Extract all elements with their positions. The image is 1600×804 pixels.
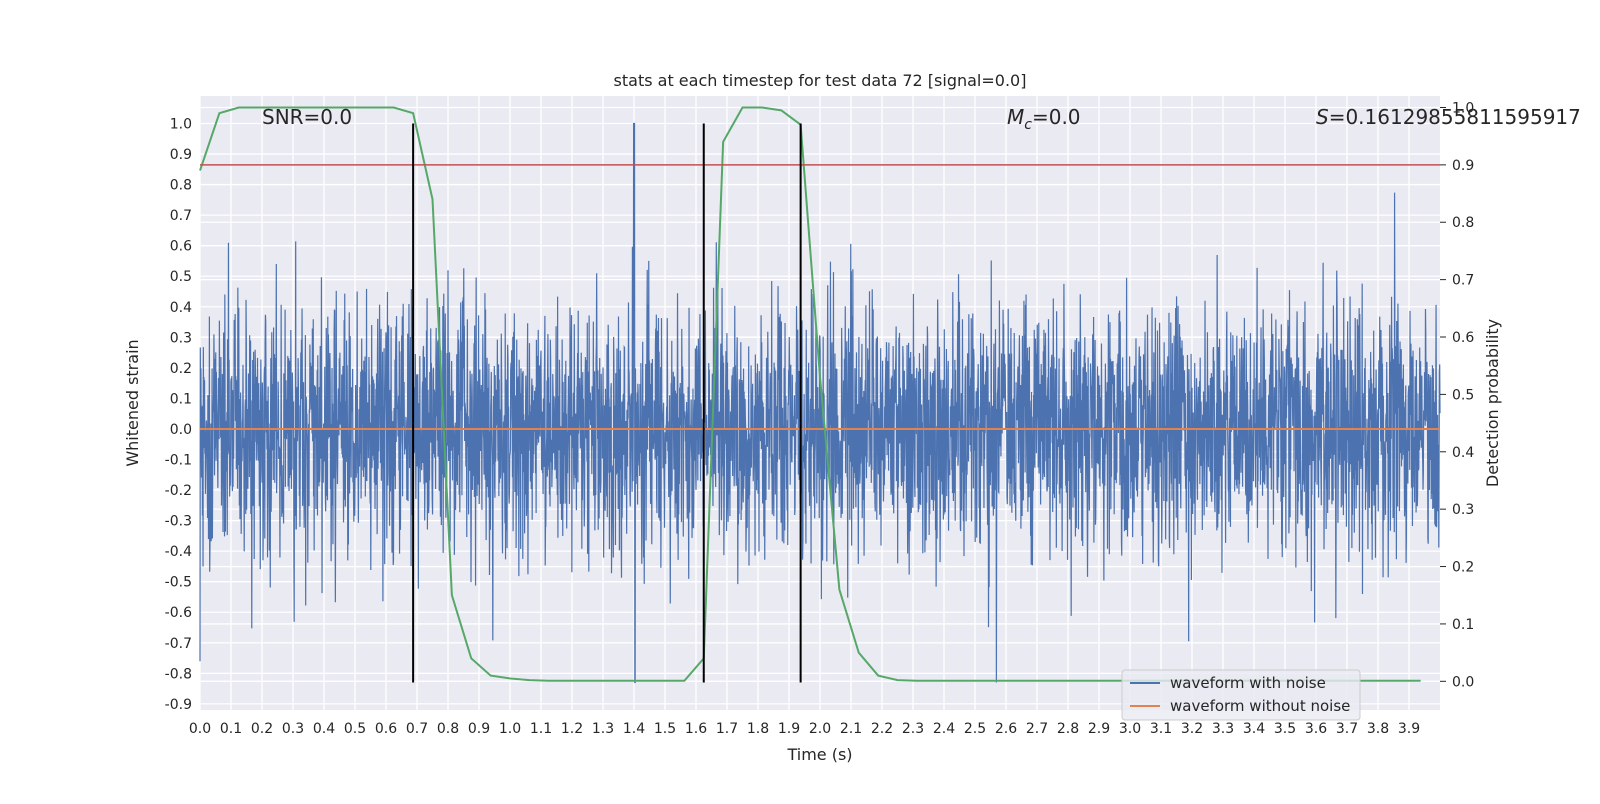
waveform-with-noise-line <box>199 122 1441 684</box>
x-tick-label: 0.4 <box>313 721 335 737</box>
x-tick-label: 3.7 <box>1336 721 1358 737</box>
annotation-chirp-mass: Mc=0.0 <box>1007 105 1081 133</box>
y-right-tick-label: 0.4 <box>1452 445 1474 461</box>
y-axis-left-ticks: -0.9 -0.8 -0.7 -0.6 -0.5 -0.4 -0.3 -0.2 -0.1 0.0 0… <box>165 116 192 712</box>
y-left-tick-label: 0.3 <box>170 330 192 346</box>
y-right-tick-label: 0.1 <box>1452 617 1474 633</box>
x-tick-label: 1.9 <box>778 721 800 737</box>
annotation-mc-value: =0.0 <box>1032 105 1081 129</box>
x-tick-label: 0.8 <box>437 721 459 737</box>
x-tick-label: 3.3 <box>1212 721 1234 737</box>
y-left-tick-label: -0.3 <box>165 514 192 530</box>
y-left-tick-label: 0.7 <box>170 208 192 224</box>
y-axis-left-label: Whitened strain <box>123 339 142 466</box>
x-tick-label: 3.5 <box>1274 721 1296 737</box>
y-right-tick-label: 0.9 <box>1452 158 1474 174</box>
y-left-tick-label: -0.7 <box>165 636 192 652</box>
x-tick-label: 2.7 <box>1026 721 1048 737</box>
y-left-tick-label: 0.1 <box>170 391 192 407</box>
annotation-score: S=0.16129855811595917 <box>1316 105 1581 129</box>
x-tick-label: 3.4 <box>1243 721 1265 737</box>
x-tick-label: 1.3 <box>592 721 614 737</box>
x-tick-label: 0.7 <box>406 721 428 737</box>
x-axis-ticks: 0.0 0.1 0.2 0.3 0.4 0.5 0.6 0.7 0.8 0.9 1.0 1.1 1.2 1… <box>189 721 1420 737</box>
y-left-tick-label: 0.9 <box>170 147 192 163</box>
x-axis-label: Time (s) <box>786 745 852 764</box>
y-right-tick-label: 0.2 <box>1452 560 1474 576</box>
y-left-tick-label: -0.9 <box>165 697 192 713</box>
x-tick-label: 0.0 <box>189 721 211 737</box>
x-tick-label: 1.8 <box>747 721 769 737</box>
x-tick-label: 0.5 <box>344 721 366 737</box>
x-tick-label: 0.6 <box>375 721 397 737</box>
x-tick-label: 0.1 <box>220 721 242 737</box>
legend-box <box>1121 669 1361 721</box>
y-right-tick-label: 0.3 <box>1452 502 1474 518</box>
annotation-snr: SNR=0.0 <box>262 105 352 129</box>
y-left-tick-label: -0.6 <box>165 605 192 621</box>
x-tick-label: 1.1 <box>530 721 552 737</box>
x-tick-label: 2.2 <box>871 721 893 737</box>
y-right-tick-label: 0.6 <box>1452 330 1474 346</box>
y-right-tick-label: 0.8 <box>1452 215 1474 231</box>
y-left-tick-label: -0.8 <box>165 666 192 682</box>
x-tick-label: 3.9 <box>1398 721 1420 737</box>
x-tick-label: 0.9 <box>468 721 490 737</box>
x-tick-label: 0.3 <box>282 721 304 737</box>
x-tick-label: 3.2 <box>1181 721 1203 737</box>
x-tick-label: 1.5 <box>654 721 676 737</box>
x-tick-label: 1.7 <box>716 721 738 737</box>
y-left-tick-label: 0.4 <box>170 300 192 316</box>
x-tick-label: 1.2 <box>561 721 583 737</box>
y-left-tick-label: 0.5 <box>170 269 192 285</box>
x-tick-label: 2.8 <box>1057 721 1079 737</box>
annotation-mc-subscript: c <box>1024 117 1032 133</box>
vertical-marker-lines <box>412 123 802 683</box>
x-tick-label: 2.0 <box>809 721 831 737</box>
x-tick-label: 2.9 <box>1088 721 1110 737</box>
y-left-tick-label: -0.2 <box>165 483 192 499</box>
x-tick-label: 3.0 <box>1119 721 1141 737</box>
x-tick-label: 1.0 <box>499 721 521 737</box>
legend-label-waveform-with-noise: waveform with noise <box>1170 674 1326 692</box>
y-left-tick-label: -0.5 <box>165 575 192 591</box>
x-tick-label: 2.4 <box>933 721 955 737</box>
x-tick-label: 3.6 <box>1305 721 1327 737</box>
y-left-tick-label: 0.0 <box>170 422 192 438</box>
x-tick-label: 2.3 <box>902 721 924 737</box>
x-tick-label: 2.6 <box>995 721 1017 737</box>
annotation-mc-symbol: M <box>1007 105 1024 129</box>
annotation-s-value: =0.16129855811595917 <box>1329 105 1581 129</box>
y-right-tick-label: 0.5 <box>1452 387 1474 403</box>
x-tick-label: 3.1 <box>1150 721 1172 737</box>
y-left-tick-label: -0.4 <box>165 544 192 560</box>
chart-title: stats at each timestep for test data 72 … <box>614 71 1027 90</box>
y-left-tick-label: 0.6 <box>170 239 192 255</box>
y-left-tick-label: 0.2 <box>170 361 192 377</box>
x-tick-label: 1.4 <box>623 721 645 737</box>
x-tick-label: 2.1 <box>840 721 862 737</box>
y-left-tick-label: -0.1 <box>165 453 192 469</box>
y-axis-right-ticks: 0.0 0.1 0.2 0.3 0.4 0.5 0.6 0.7 0.8 0.9 1.0 <box>1440 100 1474 690</box>
legend-label-waveform-without-noise: waveform without noise <box>1170 697 1350 715</box>
y-right-tick-label: 0.7 <box>1452 273 1474 289</box>
legend: waveform with noise waveform without noi… <box>1121 669 1361 721</box>
series-waveform-with-noise <box>199 122 1441 684</box>
y-right-tick-label: 0.0 <box>1452 674 1474 690</box>
y-axis-right-label: Detection probability <box>1483 319 1502 487</box>
x-tick-label: 2.5 <box>964 721 986 737</box>
y-left-tick-label: 0.8 <box>170 178 192 194</box>
x-tick-label: 0.2 <box>251 721 273 737</box>
x-tick-label: 3.8 <box>1367 721 1389 737</box>
y-right-tick-label: 1.0 <box>1452 100 1474 116</box>
y-left-tick-label: 1.0 <box>170 116 192 132</box>
annotation-s-symbol: S <box>1316 105 1329 129</box>
x-tick-label: 1.6 <box>685 721 707 737</box>
